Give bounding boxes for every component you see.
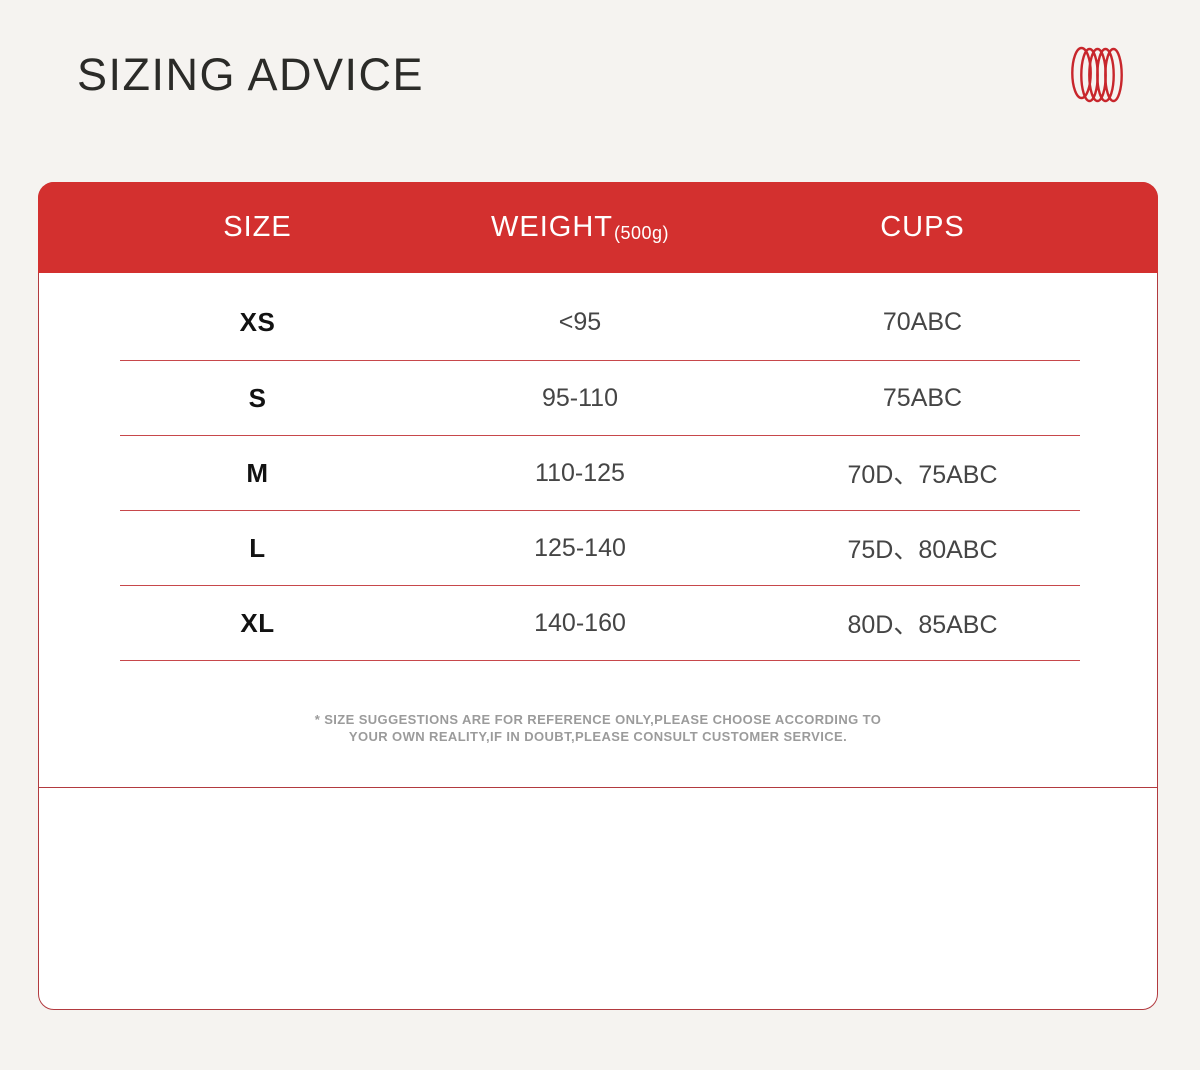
cell-weight: 95-110	[542, 383, 618, 412]
cell-weight: 140-160	[534, 608, 626, 637]
table-row: L 125-140 75D、80ABC	[120, 511, 1080, 586]
table-row: M 110-125 70D、75ABC	[120, 436, 1080, 511]
page-title: SIZING ADVICE	[77, 49, 425, 100]
footnote-line-2: YOUR OWN REALITY,IF IN DOUBT,PLEASE CONS…	[348, 729, 848, 744]
cell-cups: 75ABC	[882, 383, 963, 412]
brand-coil-rings-logo-icon	[1071, 46, 1123, 104]
cell-size: M	[246, 457, 269, 488]
table-row: XL 140-160 80D、85ABC	[120, 586, 1080, 661]
card-section-divider	[39, 787, 1157, 788]
footnote-line-1: * SIZE SUGGESTIONS ARE FOR REFERENCE ONL…	[314, 712, 882, 727]
header-weight-text: WEIGHT	[490, 211, 613, 243]
cell-cups: 70ABC	[882, 308, 963, 336]
size-chart-card: SIZE WEIGHT(500g) CUPS XS <95 70ABC S 95…	[38, 182, 1158, 1010]
header-cups-label: CUPS	[880, 211, 965, 243]
header-weight-label: WEIGHT(500g)	[395, 211, 765, 244]
cell-weight: 125-140	[534, 533, 626, 562]
table-row: XS <95 70ABC	[120, 273, 1080, 361]
cell-size: L	[249, 532, 266, 563]
cell-cups: 75D、80ABC	[847, 536, 998, 564]
cell-cups: 70D、75ABC	[847, 461, 998, 489]
cell-cups: 80D、85ABC	[847, 611, 998, 639]
table-footnote: * SIZE SUGGESTIONS ARE FOR REFERENCE ONL…	[39, 711, 1157, 745]
cell-size: S	[248, 382, 267, 413]
cell-weight: 110-125	[535, 458, 625, 487]
cell-weight: <95	[558, 308, 602, 336]
table-row: S 95-110 75ABC	[120, 361, 1080, 436]
size-table-body: XS <95 70ABC S 95-110 75ABC M 110-125 70…	[120, 273, 1080, 661]
header-weight-unit: (500g)	[613, 223, 670, 243]
table-header-row: SIZE WEIGHT(500g) CUPS	[38, 182, 1158, 273]
header-size-label: SIZE	[223, 211, 292, 243]
cell-size: XL	[240, 607, 275, 638]
cell-size: XS	[239, 307, 276, 337]
